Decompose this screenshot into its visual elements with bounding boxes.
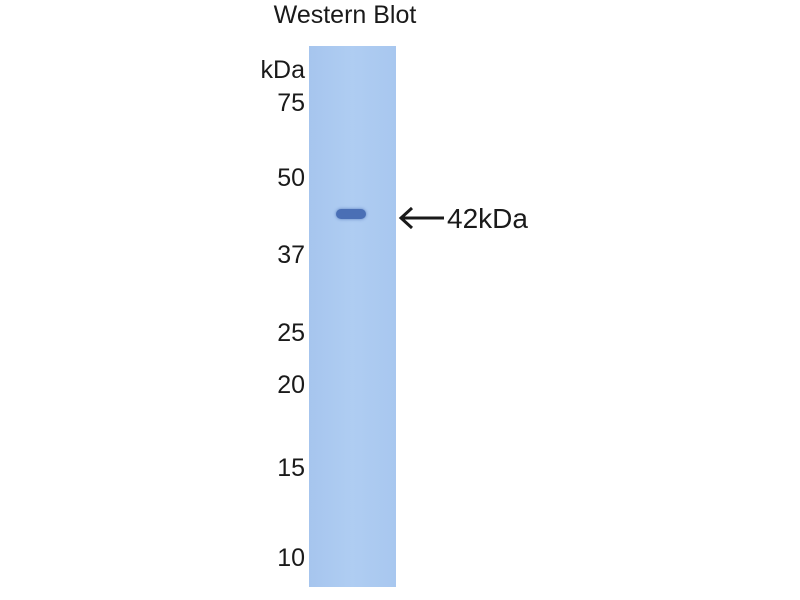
protein-band: [336, 209, 366, 219]
arrow-left-icon: [398, 206, 444, 230]
marker-10: 10: [277, 544, 305, 572]
marker-15: 15: [277, 454, 305, 482]
blot-lane: [309, 46, 396, 587]
marker-37: 37: [277, 241, 305, 269]
unit-label: kDa: [260, 56, 305, 84]
band-size-label: 42kDa: [447, 203, 528, 234]
marker-75: 75: [277, 89, 305, 117]
figure-title: Western Blot: [273, 1, 417, 29]
marker-50: 50: [277, 164, 305, 192]
marker-25: 25: [277, 319, 305, 347]
marker-20: 20: [277, 371, 305, 399]
